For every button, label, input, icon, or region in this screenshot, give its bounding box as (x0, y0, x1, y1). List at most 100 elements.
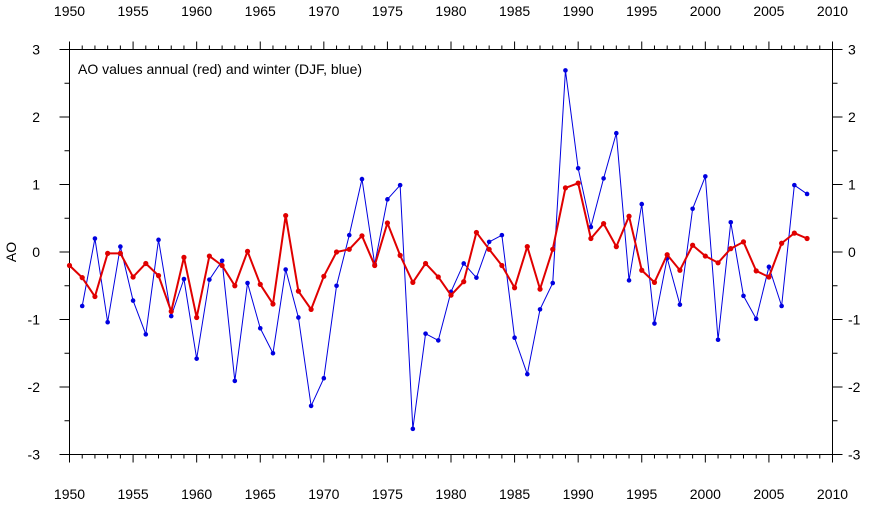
x-tick-label-bottom: 1980 (435, 486, 466, 502)
annual-point (779, 240, 785, 246)
x-tick-label-bottom: 1985 (499, 486, 530, 502)
annual-point (283, 212, 289, 219)
annual-point (143, 260, 149, 267)
annual-line (68, 182, 808, 319)
annual-point (333, 249, 340, 255)
winter-point (804, 191, 810, 197)
x-tick-label-bottom: 1970 (308, 486, 339, 502)
winter-point (346, 232, 352, 238)
x-tick-label-bottom: 1965 (245, 486, 276, 502)
tick-labels: 1950 1950 1955 1955 1960 1960 1965 1965 1970 1970… (28, 3, 861, 502)
winter-point (423, 331, 428, 336)
annual-point (791, 230, 797, 236)
y-tick-label-right: 3 (848, 42, 856, 58)
winter-point (563, 68, 568, 73)
annual-point (753, 268, 759, 274)
winter-point (652, 321, 657, 326)
x-tick-label-bottom: 1975 (372, 486, 403, 502)
winter-point (779, 303, 784, 309)
winter-point (397, 182, 403, 188)
annual-point (537, 286, 543, 292)
winter-point (118, 244, 123, 249)
winter-point (614, 130, 619, 136)
winter-point (385, 197, 390, 202)
winter-series (79, 68, 810, 432)
winter-point (92, 236, 98, 241)
annual-point (321, 273, 327, 279)
annual-point (473, 229, 480, 236)
x-tick-label-bottom: 1990 (563, 486, 594, 502)
winter-point (512, 335, 517, 341)
x-tick-label-top: 1975 (372, 3, 403, 19)
y-tick-label-right: 1 (848, 177, 856, 193)
y-tick-label-right: -2 (848, 379, 861, 395)
x-tick-label-top: 1985 (499, 3, 530, 19)
annual-point (550, 246, 556, 252)
winter-point (308, 403, 314, 409)
annual-point (702, 253, 708, 259)
annual-point (740, 239, 747, 245)
x-tick-label-bottom: 2005 (753, 486, 784, 502)
winter-point (550, 280, 556, 286)
x-tick-label-top: 2010 (817, 3, 848, 19)
annual-point (613, 244, 619, 250)
annual-point (270, 301, 276, 307)
annual-point (206, 253, 212, 259)
winter-point (525, 371, 530, 377)
winter-point (792, 182, 797, 188)
winter-point (181, 276, 187, 282)
plot-frame (69, 49, 833, 455)
winter-point (741, 293, 746, 299)
annual-point (130, 274, 136, 280)
annual-point (79, 275, 85, 281)
winter-point (474, 275, 479, 280)
annual-point (219, 262, 225, 269)
x-tick-label-bottom: 2000 (690, 486, 721, 502)
annual-point (728, 246, 734, 252)
annual-point (66, 262, 73, 269)
annual-point (626, 213, 632, 219)
winter-point (728, 220, 734, 225)
winter-point (168, 313, 174, 319)
winter-point (321, 375, 327, 381)
x-tick-label-top: 1970 (308, 3, 339, 19)
winter-point (575, 166, 581, 171)
annual-point (194, 314, 200, 321)
annual-point (588, 235, 594, 242)
annual-point (117, 250, 123, 256)
annual-point (766, 274, 772, 280)
winter-point (537, 307, 543, 312)
x-tick-label-bottom: 1950 (54, 486, 85, 502)
y-tick-label-right: 0 (848, 244, 856, 260)
y-tick-label-left: -2 (28, 379, 41, 395)
winter-point (588, 224, 594, 230)
winter-point (219, 258, 225, 264)
annual-point (346, 246, 352, 252)
winter-point (753, 316, 759, 322)
winter-point (601, 176, 606, 181)
annual-point (92, 293, 98, 300)
x-tick-label-top: 1965 (245, 3, 276, 19)
winter-point (359, 176, 365, 182)
annual-point (181, 254, 187, 260)
annual-point (308, 306, 314, 312)
annual-point (372, 262, 378, 269)
y-tick-label-right: -1 (848, 312, 861, 328)
annual-point (677, 267, 683, 273)
annual-point (690, 242, 696, 248)
annual-point (601, 221, 607, 227)
chart-title: AO values annual (red) and winter (DJF, … (78, 61, 362, 77)
annual-point (410, 279, 416, 285)
y-tick-label-right: 2 (848, 109, 856, 125)
winter-point (194, 356, 199, 361)
annual-point (257, 281, 263, 287)
winter-point (245, 280, 250, 286)
annual-point (397, 252, 403, 258)
winter-point (703, 174, 708, 179)
x-tick-label-top: 1995 (626, 3, 657, 19)
annual-point (435, 274, 441, 280)
annual-point (639, 267, 645, 273)
annual-point (804, 235, 810, 242)
winter-point (156, 237, 161, 243)
x-tick-label-top: 1990 (563, 3, 594, 19)
